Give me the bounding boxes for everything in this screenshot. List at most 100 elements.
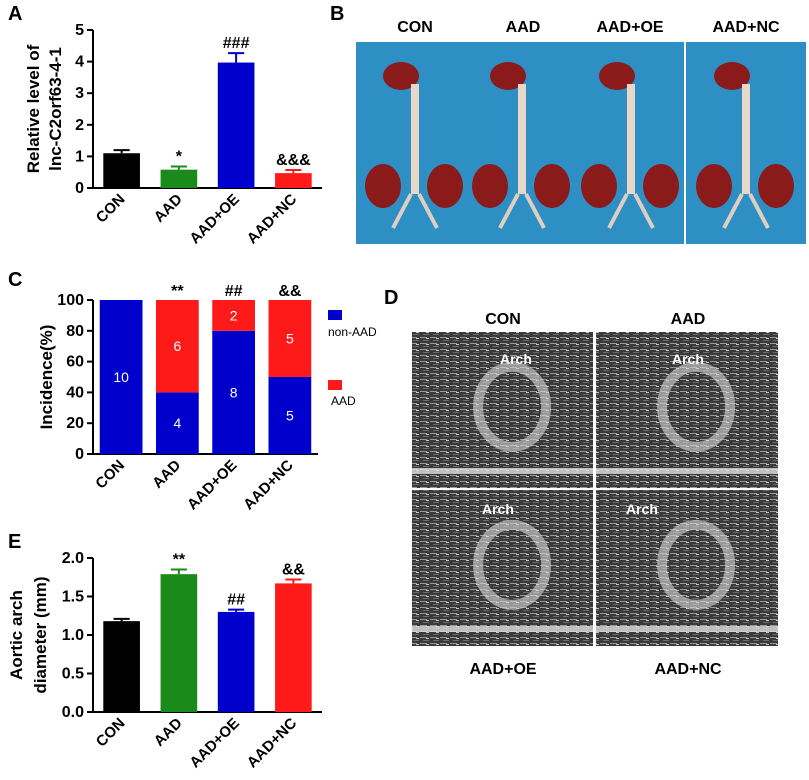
panel-d-ultrasound: CON AAD AAD+OE AAD+NC Arch Arch Arch Arc… xyxy=(412,311,778,678)
x-tick-label: AAD xyxy=(151,715,186,750)
y-tick-label: 1.0 xyxy=(62,627,84,644)
segment-count-label: 8 xyxy=(230,384,238,400)
x-tick-label: CON xyxy=(93,191,129,227)
y-tick-label: 60 xyxy=(66,354,84,371)
bar-segment-aad-aad-oe xyxy=(212,300,255,331)
specimen-photo-1 xyxy=(356,42,474,244)
y-tick-label: 3 xyxy=(75,85,84,102)
significance-mark: ### xyxy=(223,35,250,52)
x-tick-label: AAD+NC xyxy=(240,457,297,514)
significance-mark: ## xyxy=(225,283,243,300)
arch-label-aad-oe: Arch xyxy=(482,501,514,517)
y-tick-label: 0 xyxy=(75,446,84,463)
legend-label-aad: AAD xyxy=(331,394,356,408)
ultrasound-image-4 xyxy=(596,490,778,646)
bar-aad xyxy=(160,574,198,712)
specimen-photo-3 xyxy=(578,42,684,244)
bar-segment-non-aad-con xyxy=(99,300,143,454)
x-tick-label: AAD+OE xyxy=(186,191,243,248)
y-tick-label: 20 xyxy=(66,415,84,432)
us-label-aad-nc: AAD+NC xyxy=(654,661,722,678)
x-tick-label: AAD+OE xyxy=(186,715,243,772)
segment-count-label: 10 xyxy=(113,369,129,385)
chart-c-incidence: 0 20 40 60 80 100 10 CON 4 6 ** AAD 8 2 ## AAD+OE 5 5 && AA… xyxy=(37,283,377,513)
bar-aad-nc xyxy=(275,173,312,188)
y-tick-label: 0.0 xyxy=(62,704,84,721)
x-tick-label: AAD+OE xyxy=(184,457,241,514)
bar-aad xyxy=(160,169,198,188)
significance-mark: &&& xyxy=(276,152,311,169)
significance-mark: && xyxy=(282,562,306,579)
arch-label-aad: Arch xyxy=(672,351,704,367)
y-tick-label: 2.0 xyxy=(62,550,84,567)
y-tick-label: 0 xyxy=(75,180,84,197)
ultrasound-image-2 xyxy=(596,332,778,488)
significance-mark: ## xyxy=(227,592,245,609)
y-tick-label: 4 xyxy=(75,54,84,71)
y-tick-label: 100 xyxy=(57,292,84,309)
y-axis-label-line2: diameter (mm) xyxy=(31,576,50,693)
chart-e-aortic-diameter: 0.0 0.5 1.0 1.5 2.0 CON ** AAD ## AAD+OE && AAD+NC A… xyxy=(7,550,322,771)
y-axis-label: Relative level of xyxy=(24,44,43,173)
photo-label-aad: AAD xyxy=(506,19,541,36)
y-axis-label: Incidence(%) xyxy=(37,325,56,430)
legend-swatch-aad xyxy=(328,380,342,390)
bar-aad-oe xyxy=(217,62,255,188)
x-tick-label: AAD+NC xyxy=(244,191,301,248)
y-tick-label: 1.5 xyxy=(62,589,84,606)
bar-segment-aad-aad-nc xyxy=(268,300,312,377)
bar-con xyxy=(103,153,140,188)
y-tick-label: 40 xyxy=(66,384,84,401)
x-tick-label: CON xyxy=(93,715,129,751)
us-label-con: CON xyxy=(485,311,521,328)
panel-letter-a: A xyxy=(8,3,22,25)
panel-letter-b: B xyxy=(330,3,344,25)
panel-letter-c: C xyxy=(8,269,22,291)
segment-count-label: 5 xyxy=(286,331,294,347)
us-label-aad: AAD xyxy=(671,311,706,328)
arch-label-aad-nc: Arch xyxy=(626,501,658,517)
y-tick-label: 80 xyxy=(66,323,84,340)
panel-b-photos: CON AAD AAD+OE AAD+NC xyxy=(356,19,806,244)
x-tick-label: AAD+NC xyxy=(244,715,301,772)
x-tick-label: AAD xyxy=(151,191,186,226)
y-tick-label: 0.5 xyxy=(62,666,84,683)
us-label-aad-oe: AAD+OE xyxy=(469,661,536,678)
significance-mark: * xyxy=(176,149,183,166)
specimen-photo-2 xyxy=(466,42,578,244)
arch-label-con: Arch xyxy=(500,351,532,367)
ultrasound-image-1 xyxy=(412,332,594,488)
bar-aad-nc xyxy=(275,583,312,712)
x-tick-label: CON xyxy=(92,457,128,493)
bar-segment-non-aad-aad-nc xyxy=(268,377,312,454)
significance-mark: ** xyxy=(173,552,186,569)
ultrasound-image-3 xyxy=(412,490,594,646)
chart-a-relative-level: 0 1 2 3 4 5 CON * AAD ### AAD+OE &&& AAD+NC Relative … xyxy=(24,22,322,247)
bar-con xyxy=(103,621,140,712)
bar-segment-non-aad-aad-oe xyxy=(212,330,255,454)
y-tick-label: 5 xyxy=(75,22,84,39)
specimen-photo-4 xyxy=(686,42,806,244)
y-tick-label: 2 xyxy=(75,117,84,134)
segment-count-label: 5 xyxy=(286,408,294,424)
panel-letter-e: E xyxy=(8,531,21,553)
y-axis-label: Aortic arch xyxy=(7,590,26,680)
segment-count-label: 6 xyxy=(173,338,181,354)
y-tick-label: 1 xyxy=(75,148,84,165)
photo-label-aad-nc: AAD+NC xyxy=(712,19,780,36)
segment-count-label: 4 xyxy=(173,415,181,431)
bar-aad-oe xyxy=(217,611,255,712)
photo-label-con: CON xyxy=(397,19,433,36)
y-axis-label-line2: lnc-C2orf63-4-1 xyxy=(46,47,65,171)
segment-count-label: 2 xyxy=(230,307,238,323)
panel-letter-d: D xyxy=(384,287,398,309)
significance-mark: ** xyxy=(171,283,184,300)
significance-mark: && xyxy=(278,283,302,300)
legend-label-non-aad: non-AAD xyxy=(328,325,377,339)
bar-segment-aad-aad xyxy=(156,300,199,393)
photo-label-aad-oe: AAD+OE xyxy=(596,19,663,36)
bar-segment-non-aad-aad xyxy=(156,392,199,454)
legend-swatch-non-aad xyxy=(328,310,342,320)
x-tick-label: AAD xyxy=(149,457,184,492)
